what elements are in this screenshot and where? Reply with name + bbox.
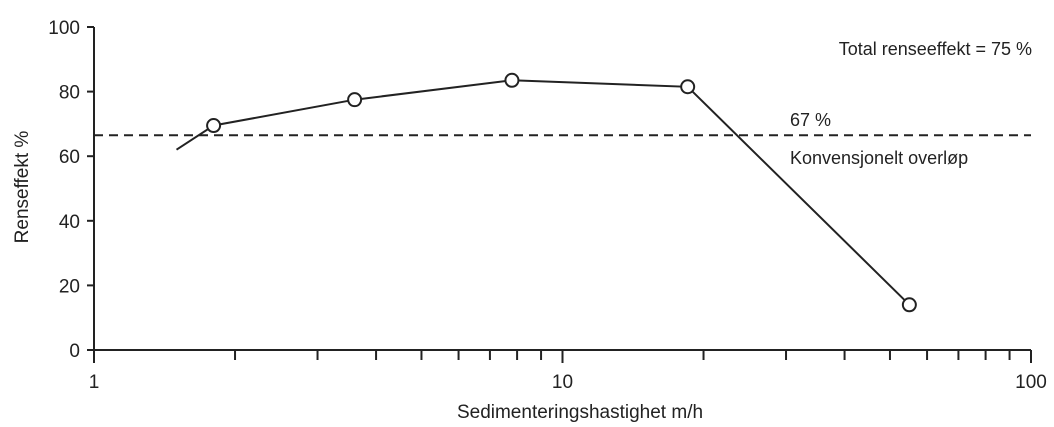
data-point	[901, 297, 917, 313]
axes	[93, 27, 1031, 351]
x-axis-title: Sedimenteringshastighet m/h	[457, 402, 703, 423]
reference-value-label: 67 %	[790, 110, 831, 130]
data-point	[680, 79, 696, 95]
x-tick-label: 10	[552, 372, 573, 393]
y-tick-label: 100	[48, 18, 80, 39]
total-efficiency-annotation: Total renseeffekt = 75 %	[839, 39, 1032, 59]
data-point	[504, 72, 520, 88]
data-point	[347, 92, 363, 108]
x-tick-label: 1	[89, 372, 100, 393]
y-tick-label: 40	[59, 212, 80, 233]
data-point	[206, 118, 222, 134]
y-tick-label: 20	[59, 276, 80, 297]
y-tick-label: 60	[59, 147, 80, 168]
y-tick-label: 0	[69, 341, 80, 362]
y-axis-title: Renseffekt %	[12, 131, 33, 244]
markers	[206, 72, 917, 313]
x-tick-label: 100	[1015, 372, 1047, 393]
y-tick-label: 80	[59, 83, 80, 104]
reference-line-label: Konvensjonelt overløp	[790, 148, 968, 168]
ticks: 0 20 40 60 80 100 1 10 100	[48, 18, 1047, 393]
